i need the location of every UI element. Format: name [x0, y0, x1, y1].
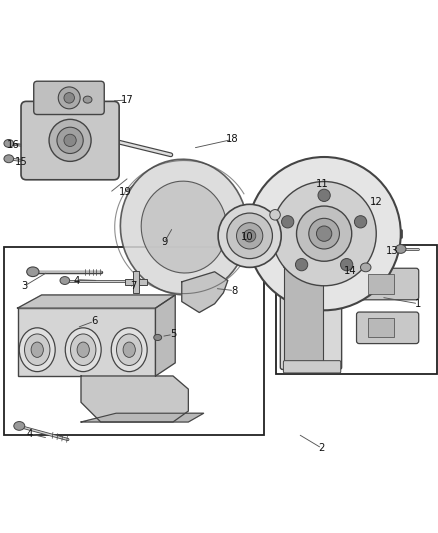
- Ellipse shape: [77, 342, 89, 358]
- Ellipse shape: [31, 342, 43, 358]
- Text: 6: 6: [91, 316, 97, 326]
- Text: 7: 7: [131, 281, 137, 291]
- Bar: [276, 245, 437, 374]
- Text: 2: 2: [319, 443, 325, 453]
- FancyBboxPatch shape: [21, 101, 119, 180]
- Circle shape: [316, 226, 332, 241]
- Text: 12: 12: [370, 197, 383, 207]
- Ellipse shape: [154, 334, 162, 341]
- Circle shape: [64, 134, 76, 147]
- Text: 11: 11: [315, 179, 328, 189]
- Circle shape: [237, 223, 263, 249]
- Circle shape: [296, 259, 308, 271]
- Circle shape: [58, 87, 80, 109]
- Text: 16: 16: [7, 140, 20, 150]
- Text: 3: 3: [21, 281, 27, 291]
- Bar: [125, 279, 147, 285]
- Circle shape: [227, 213, 272, 259]
- FancyBboxPatch shape: [357, 312, 419, 344]
- Circle shape: [282, 216, 294, 228]
- Text: 19: 19: [118, 187, 131, 197]
- FancyBboxPatch shape: [284, 261, 323, 364]
- FancyBboxPatch shape: [283, 361, 341, 373]
- Circle shape: [272, 182, 376, 286]
- Ellipse shape: [65, 328, 101, 372]
- Ellipse shape: [141, 181, 227, 273]
- Ellipse shape: [14, 422, 25, 430]
- Ellipse shape: [396, 245, 406, 253]
- Text: 13: 13: [386, 246, 398, 256]
- Text: 17: 17: [120, 95, 134, 105]
- Ellipse shape: [60, 277, 70, 285]
- Text: 14: 14: [344, 266, 357, 276]
- Circle shape: [354, 216, 367, 228]
- Bar: [368, 318, 394, 337]
- Ellipse shape: [27, 267, 39, 277]
- Ellipse shape: [111, 328, 147, 372]
- Ellipse shape: [4, 155, 14, 163]
- Circle shape: [247, 157, 401, 310]
- Ellipse shape: [83, 96, 92, 103]
- FancyBboxPatch shape: [34, 81, 104, 115]
- Polygon shape: [182, 272, 228, 312]
- Ellipse shape: [71, 334, 96, 366]
- Text: 4: 4: [27, 429, 33, 439]
- Circle shape: [297, 206, 352, 261]
- Circle shape: [57, 127, 83, 154]
- Ellipse shape: [4, 140, 14, 147]
- Circle shape: [309, 219, 339, 249]
- Polygon shape: [81, 376, 188, 422]
- Text: 5: 5: [170, 329, 176, 340]
- Text: 1: 1: [415, 298, 421, 309]
- Ellipse shape: [25, 334, 50, 366]
- Circle shape: [244, 230, 256, 242]
- FancyBboxPatch shape: [283, 254, 341, 268]
- Bar: [133, 271, 139, 293]
- Circle shape: [270, 209, 280, 220]
- Circle shape: [64, 93, 74, 103]
- Text: 10: 10: [241, 232, 254, 242]
- Circle shape: [218, 204, 281, 268]
- Polygon shape: [155, 295, 175, 376]
- Bar: [4, 247, 264, 435]
- Text: 18: 18: [226, 134, 238, 144]
- Circle shape: [340, 259, 353, 271]
- Text: 15: 15: [14, 157, 28, 167]
- Ellipse shape: [117, 334, 142, 366]
- Text: 8: 8: [231, 286, 237, 296]
- Circle shape: [318, 189, 330, 201]
- Ellipse shape: [360, 263, 371, 272]
- Circle shape: [49, 119, 91, 161]
- Text: 4: 4: [74, 276, 80, 286]
- Ellipse shape: [123, 342, 135, 358]
- Bar: [368, 274, 394, 294]
- FancyBboxPatch shape: [357, 268, 419, 300]
- Polygon shape: [81, 413, 204, 422]
- FancyBboxPatch shape: [280, 253, 342, 369]
- Polygon shape: [18, 295, 175, 308]
- Ellipse shape: [19, 328, 55, 372]
- Ellipse shape: [120, 159, 247, 295]
- FancyBboxPatch shape: [18, 308, 155, 376]
- Text: 9: 9: [161, 237, 167, 247]
